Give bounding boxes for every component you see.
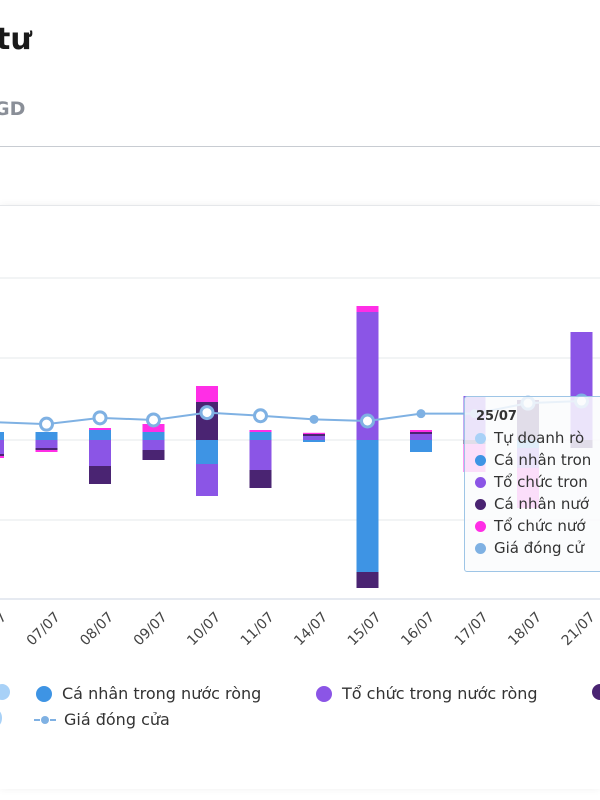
bar-segment [89, 430, 111, 440]
x-tick-label: 10/07 [184, 609, 224, 649]
tooltip-label: Tổ chức nướ [494, 517, 586, 535]
price-point [199, 405, 215, 421]
bar-segment [89, 428, 111, 430]
legend-dot-icon [316, 685, 332, 702]
price-point [360, 413, 375, 429]
legend-line-icon [34, 712, 56, 728]
legend-label: Cá nhân trong nước ròng [62, 684, 262, 703]
x-tick-label: 04/07 [0, 609, 10, 649]
bar-segment [356, 306, 379, 312]
legend-item-to-chuc-trong-nuoc[interactable]: Tổ chức trong nước ròng [316, 684, 538, 703]
x-tick-label: 11/07 [238, 609, 278, 649]
bar-segment [35, 448, 58, 450]
x-tick-label: 09/07 [131, 609, 171, 649]
bar-segment [35, 432, 58, 440]
bar-segment [249, 430, 272, 432]
bar-segment [249, 470, 272, 488]
bar-segment [303, 436, 325, 440]
bar-segment [142, 440, 165, 450]
chart-card [0, 205, 600, 789]
tooltip-dot-icon [475, 476, 486, 488]
price-point [309, 414, 319, 424]
legend-dot-icon [36, 685, 52, 702]
bar-segment [356, 572, 379, 588]
bar-segment [410, 440, 432, 452]
page-title: tư [0, 22, 32, 57]
bar-segment [410, 430, 432, 432]
bar-segment [142, 432, 165, 440]
bar-segment [0, 432, 4, 440]
bar-segment [89, 440, 111, 466]
x-tick-label: 15/07 [345, 609, 385, 649]
tooltip-row: Cá nhân nướ [475, 495, 589, 513]
tooltip-label: Tự doanh rò [494, 429, 585, 447]
bar-segment [356, 440, 379, 572]
x-tick-label: 18/07 [505, 609, 545, 649]
bar-segment [142, 450, 165, 460]
tooltip-row: Giá đóng cử [475, 539, 584, 557]
tooltip-dot-icon [475, 542, 486, 554]
chart-tooltip: 25/07 Tự doanh rò Cá nhân tron Tổ chức t… [464, 396, 600, 572]
bar-segment [249, 432, 272, 440]
tooltip-label: Tổ chức tron [494, 473, 588, 491]
header-divider [0, 146, 600, 147]
legend-item-ca-nhan-nuoc-ngoai[interactable] [592, 684, 600, 700]
tooltip-dot-icon [475, 498, 486, 510]
tooltip-row: Tự doanh rò [475, 429, 584, 447]
bar-segment [303, 440, 325, 442]
legend-label: Tổ chức trong nước ròng [342, 684, 538, 703]
x-tick-label: 14/07 [291, 609, 331, 649]
chart-legend: Cá nhân trong nước ròng Tổ chức trong nư… [0, 680, 600, 740]
tooltip-date: 25/07 [476, 409, 517, 424]
legend-dot-icon [592, 684, 600, 700]
price-point [146, 412, 161, 428]
bar-segment [142, 424, 165, 432]
bar-segment [196, 386, 218, 402]
bar-segment [35, 440, 58, 448]
legend-item-to-chuc-nuoc-ngoai[interactable] [0, 710, 12, 726]
price-point [92, 410, 108, 426]
x-axis-labels: 04/07 07/07 08/07 09/07 10/07 11/07 14/07 15/07… [0, 609, 599, 649]
price-point [39, 416, 54, 432]
price-point [416, 409, 426, 419]
bar-segment [196, 440, 218, 464]
legend-item-tail-left[interactable] [0, 684, 20, 700]
legend-item-ca-nhan-trong-nuoc[interactable]: Cá nhân trong nước ròng [36, 684, 261, 703]
bar-segment [89, 466, 111, 484]
tooltip-label: Cá nhân tron [494, 451, 592, 469]
bar-segment [410, 432, 432, 434]
bar-segment [303, 432, 325, 434]
bar-segment [303, 434, 325, 436]
x-tick-label: 08/07 [77, 609, 117, 649]
bar-segment [0, 454, 4, 456]
tooltip-row: Tổ chức nướ [475, 517, 586, 535]
legend-item-gia-dong-cua[interactable]: Giá đóng cửa [34, 710, 170, 729]
x-tick-label: 17/07 [452, 609, 492, 649]
tooltip-label: Cá nhân nướ [494, 495, 590, 513]
sub-tab[interactable]: GD [0, 98, 26, 120]
tooltip-label: Giá đóng cử [494, 539, 584, 557]
bar-segment [249, 440, 272, 470]
bar-segment [0, 440, 4, 454]
bar-segment [0, 456, 4, 458]
legend-label: Giá đóng cửa [64, 710, 170, 729]
x-tick-label: 21/07 [559, 609, 599, 649]
x-tick-label: 16/07 [398, 609, 438, 649]
legend-dot-icon [0, 710, 2, 726]
tooltip-row: Cá nhân tron [475, 451, 591, 469]
bar-segment [35, 450, 58, 452]
tooltip-row: Tổ chức tron [475, 473, 588, 491]
bar-segment [410, 434, 432, 440]
tooltip-dot-icon [475, 432, 486, 444]
tooltip-dot-icon [475, 454, 486, 466]
bar-segment [356, 312, 379, 440]
legend-dot-tu-doanh [0, 684, 10, 700]
tooltip-dot-icon [475, 520, 486, 532]
bar-segment [196, 464, 218, 496]
price-point [253, 408, 268, 424]
x-tick-label: 07/07 [24, 609, 64, 649]
